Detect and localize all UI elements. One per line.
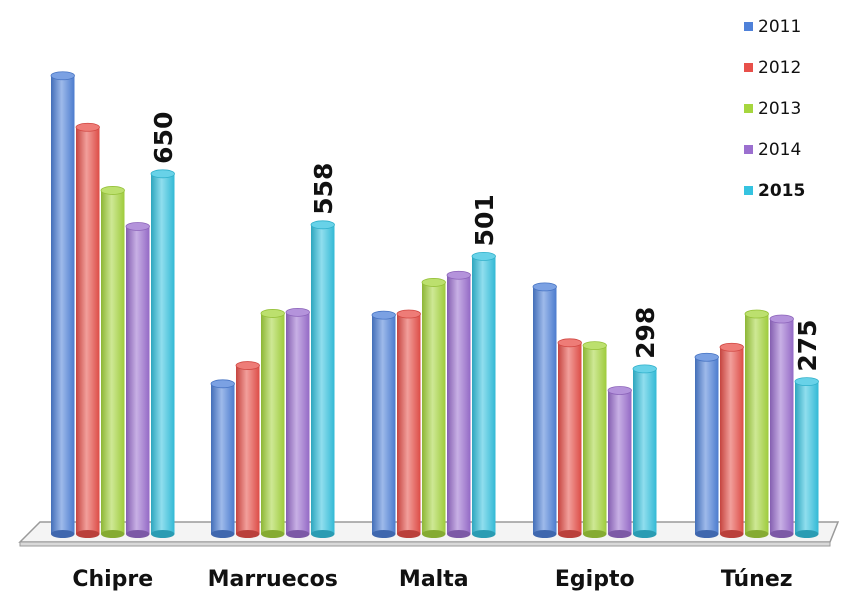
bar-chipre-2015 — [150, 169, 175, 538]
bar-chipre-2013 — [100, 186, 125, 538]
category-labels: Chipre Marruecos Malta Egipto Túnez — [72, 567, 792, 592]
legend-label: 2013 — [758, 98, 802, 119]
bar-egipto-2014 — [607, 386, 632, 538]
legend-swatch — [744, 145, 753, 154]
bar-marruecos-2015 — [310, 220, 335, 538]
data-label: 650 — [149, 112, 178, 164]
legend-label: 2011 — [758, 16, 802, 37]
bar-túnez-2014 — [769, 314, 794, 538]
category-label: Túnez — [721, 567, 793, 592]
legend-label: 2014 — [758, 139, 802, 160]
legend-label: 2015 — [758, 180, 806, 201]
legend-item: 2013 — [744, 88, 844, 129]
bars — [50, 71, 819, 538]
legend-label: 2012 — [758, 57, 802, 78]
bar-túnez-2013 — [744, 309, 769, 538]
category-label: Chipre — [72, 567, 153, 592]
bar-chipre-2011 — [50, 71, 75, 538]
legend-swatch — [744, 22, 753, 31]
legend-swatch — [744, 186, 753, 195]
bar-egipto-2015 — [632, 364, 657, 538]
floor-edge — [19, 541, 831, 547]
legend-swatch — [744, 63, 753, 72]
legend-item: 2012 — [744, 47, 844, 88]
bar-marruecos-2012 — [235, 361, 260, 538]
category-label: Malta — [399, 567, 469, 592]
data-label: 501 — [470, 194, 499, 246]
category-label: Marruecos — [208, 567, 338, 592]
bar-egipto-2012 — [557, 338, 582, 538]
bar-túnez-2015 — [794, 377, 819, 538]
bar-chipre-2012 — [75, 122, 100, 538]
bar-malta-2011 — [371, 310, 396, 538]
legend-item: 2011 — [744, 6, 844, 47]
bar-malta-2015 — [471, 251, 496, 538]
bar-malta-2014 — [446, 270, 471, 538]
legend: 2011 2012 2013 2014 2015 — [744, 6, 844, 211]
bar-túnez-2011 — [694, 352, 719, 538]
legend-swatch — [744, 104, 753, 113]
bar-egipto-2011 — [532, 282, 557, 538]
bar-marruecos-2011 — [210, 379, 235, 538]
bar-malta-2012 — [396, 309, 421, 538]
bar-túnez-2012 — [719, 342, 744, 538]
category-label: Egipto — [555, 567, 635, 592]
data-label: 275 — [793, 319, 822, 371]
bar-marruecos-2013 — [260, 309, 285, 538]
bar-marruecos-2014 — [285, 307, 310, 538]
data-label: 558 — [309, 163, 338, 215]
data-labels: 650 558 501 298 275 — [149, 112, 822, 372]
legend-item: 2015 — [744, 170, 844, 211]
data-label: 298 — [631, 307, 660, 359]
bar-egipto-2013 — [582, 341, 607, 538]
bar-chipre-2014 — [125, 222, 150, 538]
bar-malta-2013 — [421, 278, 446, 538]
legend-item: 2014 — [744, 129, 844, 170]
